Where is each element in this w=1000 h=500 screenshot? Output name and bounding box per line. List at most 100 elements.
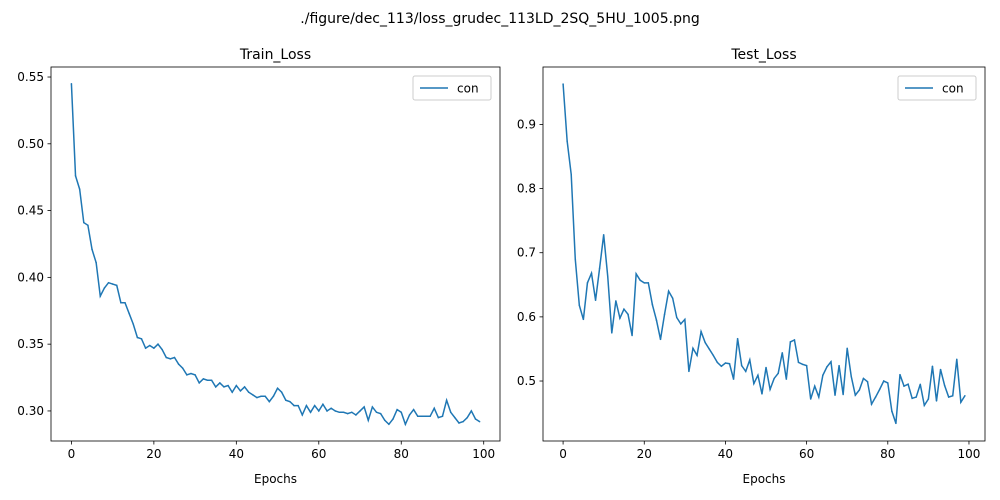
train-loss-line-con [70, 83, 480, 427]
train-loss-x-tick-label: 80 [394, 447, 409, 461]
test-loss-data-point [602, 234, 605, 236]
train-loss-data-point [70, 82, 73, 85]
test-loss-data-point [923, 404, 926, 407]
test-loss-data-point [667, 290, 670, 292]
train-loss-data-point [363, 406, 365, 408]
test-loss-data-point [773, 377, 775, 380]
test-loss-data-point [749, 359, 751, 361]
test-loss-data-point [724, 362, 727, 364]
test-loss-data-point [606, 275, 609, 278]
train-loss-data-point [384, 419, 386, 422]
train-loss-ticks: 0 20 40 60 80 100 0.30 0.35 0.40 0.45 0.50 0.55 [17, 70, 495, 461]
test-loss-ticks: 0 20 40 60 80 100 0.5 0.6 0.7 0.8 0.9 [517, 117, 981, 461]
train-loss-data-point [404, 423, 407, 426]
train-loss-data-point [359, 410, 361, 412]
train-loss-data-point [318, 410, 320, 412]
test-loss-data-point [570, 173, 572, 176]
test-loss-data-point [574, 258, 577, 260]
train-loss-data-point [375, 411, 378, 414]
test-loss-data-point [692, 347, 694, 350]
train-loss-y-tick-label: 0.55 [17, 70, 44, 84]
train-loss-data-point [351, 411, 353, 414]
train-loss-x-tick-label: 60 [311, 447, 326, 461]
train-loss-points [70, 82, 481, 426]
test-loss-data-point [809, 398, 812, 400]
train-loss-data-point [74, 175, 77, 177]
test-loss-data-point [935, 400, 938, 402]
test-loss-data-point [956, 358, 958, 360]
train-loss-data-point [466, 416, 468, 419]
train-loss-data-point [136, 336, 139, 339]
test-loss-data-point [688, 370, 690, 373]
test-loss-data-point [931, 365, 934, 368]
test-loss-data-point [964, 395, 966, 397]
train-loss-x-tick-label: 40 [229, 447, 244, 461]
train-loss-data-point [223, 386, 225, 388]
test-loss-legend-label: con [942, 82, 964, 96]
test-loss-data-point [757, 374, 759, 376]
test-loss-data-point [651, 303, 654, 306]
train-loss-data-point [379, 412, 382, 415]
train-loss-data-point [219, 382, 221, 384]
train-loss-data-point [256, 396, 258, 399]
test-loss-data-point [736, 337, 739, 340]
test-loss-data-point [680, 323, 682, 325]
test-loss-data-point [740, 364, 743, 367]
test-loss-data-point [639, 279, 641, 282]
test-loss-data-point [899, 373, 901, 376]
test-loss-data-point [858, 389, 861, 391]
test-loss-data-point [753, 382, 755, 385]
test-loss-x-tick-label: 40 [718, 447, 733, 461]
test-loss-data-point [675, 316, 678, 319]
train-loss-data-point [470, 410, 473, 412]
test-loss-y-tick-label: 0.5 [517, 374, 536, 388]
test-loss-data-point [903, 385, 905, 387]
train-loss-data-point [367, 419, 370, 422]
test-loss-data-point [663, 313, 666, 316]
train-loss-data-point [173, 356, 176, 359]
test-loss-data-point [635, 273, 637, 275]
test-loss-data-point [611, 332, 613, 334]
test-loss-x-tick-label: 100 [958, 447, 981, 461]
train-loss-data-point [149, 344, 151, 347]
train-loss-data-point [449, 411, 452, 414]
train-loss-data-point [252, 394, 254, 396]
train-loss-data-point [128, 312, 130, 315]
train-loss-data-point [231, 391, 233, 393]
test-loss-data-point [590, 272, 593, 274]
train-loss-data-point [99, 295, 102, 297]
test-loss-data-point [882, 380, 885, 382]
test-loss-axes-frame [542, 66, 986, 442]
train-loss-data-point [276, 387, 279, 389]
train-loss-data-point [91, 248, 93, 251]
train-loss-data-point [116, 284, 118, 287]
test-loss-data-point [712, 354, 715, 357]
train-loss-data-point [433, 407, 435, 410]
test-loss-data-point [566, 140, 568, 142]
train-loss-data-point [301, 414, 304, 416]
test-loss-data-point [619, 317, 621, 319]
test-loss-data-point [728, 362, 731, 365]
test-loss-data-point [765, 366, 767, 369]
test-loss-data-point [769, 388, 771, 391]
test-loss-data-point [911, 397, 913, 400]
test-loss-y-tick-label: 0.6 [517, 310, 536, 324]
train-loss-data-point [260, 395, 262, 397]
test-loss-data-point [720, 365, 723, 368]
train-loss-data-point [322, 403, 324, 406]
train-loss-data-point [462, 420, 464, 423]
train-loss-data-point [458, 422, 460, 424]
train-loss-y-tick-label: 0.30 [17, 404, 44, 418]
train-loss-data-point [396, 408, 398, 411]
test-loss-data-point [874, 396, 877, 398]
test-loss-data-point [704, 341, 706, 344]
test-loss-y-tick-label: 0.7 [517, 246, 536, 260]
test-loss-data-point [927, 398, 930, 400]
train-loss-panel: Train_Loss Epochs 0 20 40 60 80 100 0.30 0.35 0.… [17, 47, 501, 486]
train-loss-data-point [478, 420, 481, 423]
train-loss-data-point [181, 367, 184, 369]
test-loss-legend-box [897, 75, 977, 101]
train-loss-data-point [437, 416, 440, 419]
test-loss-data-point [696, 354, 698, 357]
